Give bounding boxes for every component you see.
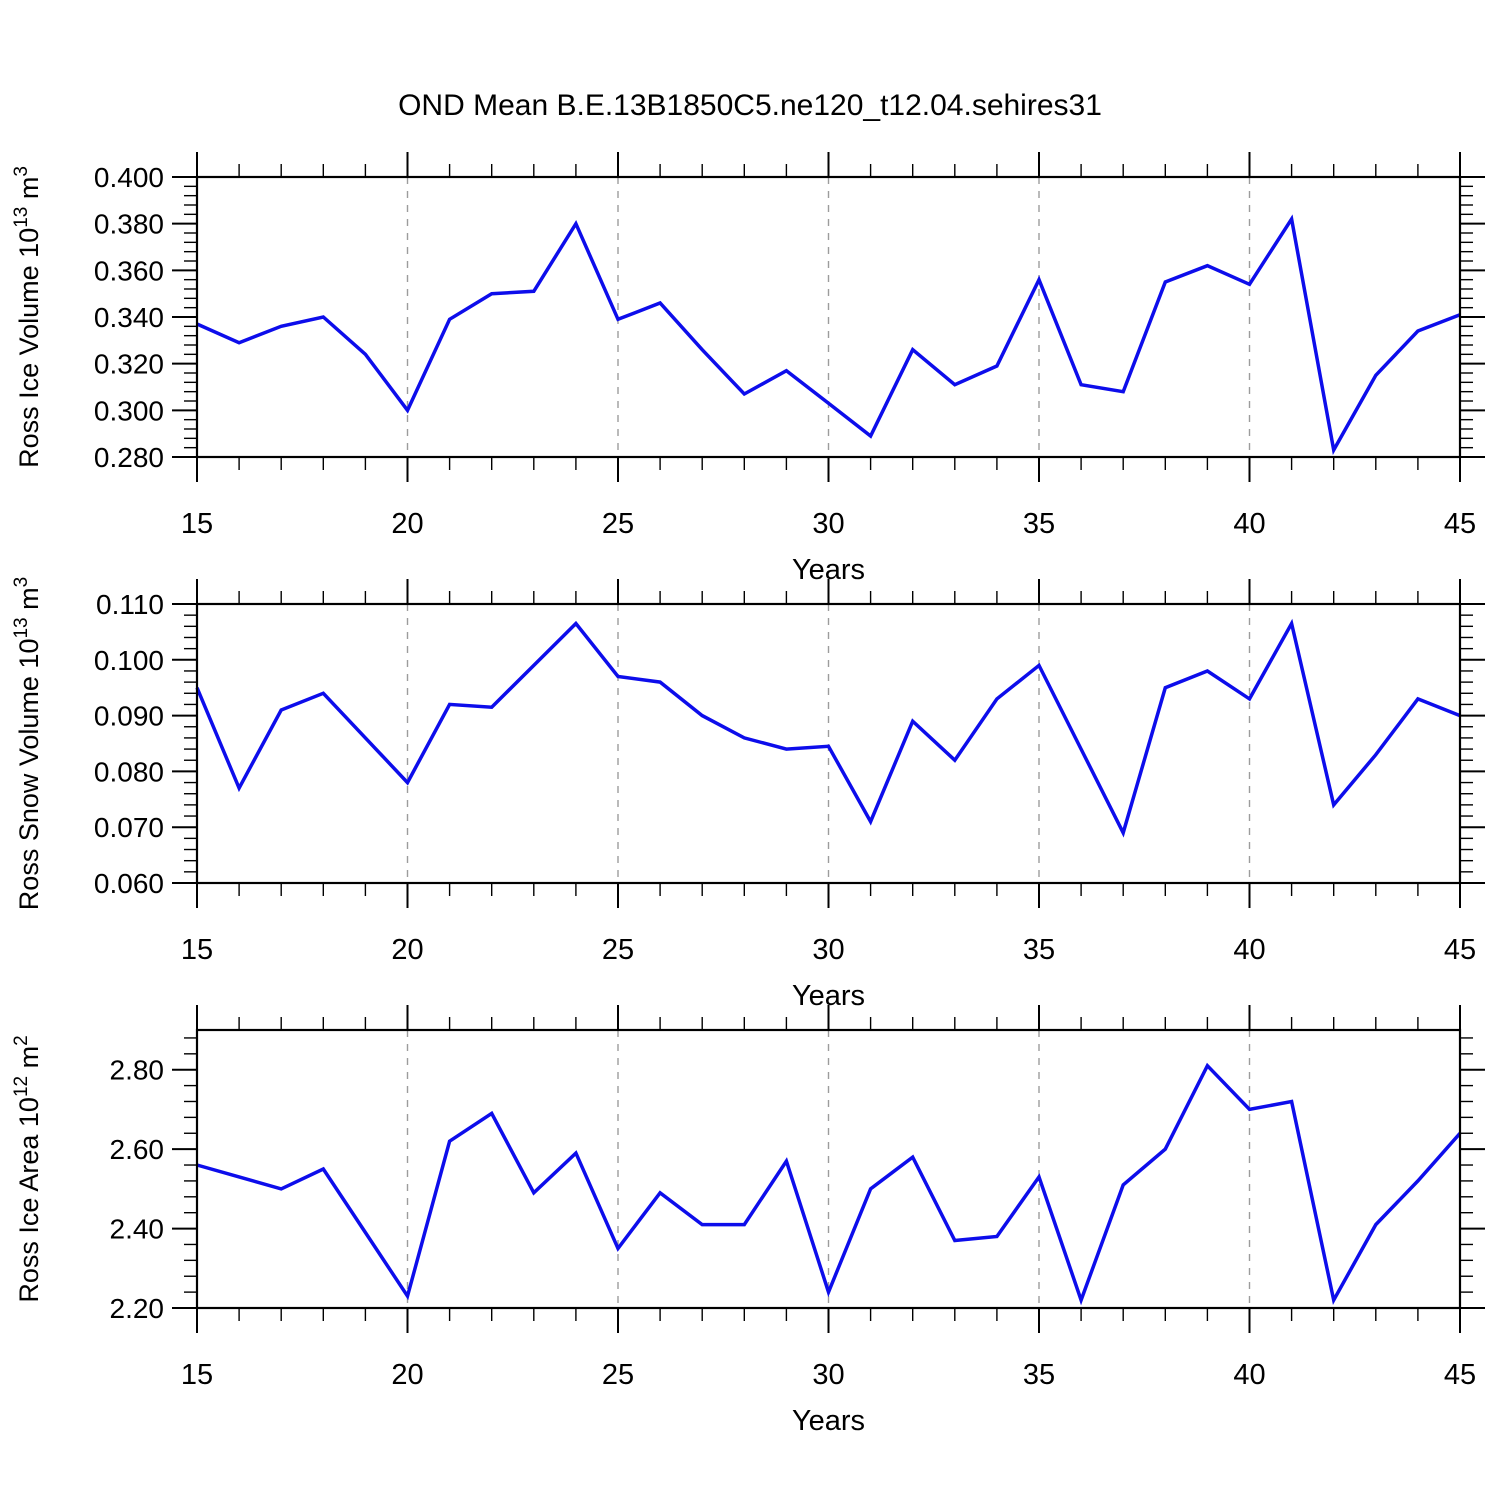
y-tick-label: 2.80 [110, 1055, 165, 1086]
y-axis-title: Ross Snow Volume 1013 m3 [11, 577, 44, 910]
x-tick-label: 45 [1444, 508, 1476, 540]
x-tick-label: 25 [602, 1359, 634, 1391]
x-tick-label: 15 [181, 1359, 213, 1391]
x-tick-label: 20 [391, 1359, 423, 1391]
x-tick-label: 40 [1233, 934, 1265, 966]
chart-2: 0.060 0.070 0.080 0.090 0.100 0.110 15 20 25 30 35… [11, 577, 1485, 1012]
y-axis-title: Ross Ice Area 1012 m2 [11, 1035, 44, 1302]
y-tick-label: 0.400 [94, 162, 164, 193]
x-tick-label: 25 [602, 508, 634, 540]
y-tick-label: 0.070 [94, 812, 164, 843]
y-tick-label: 0.320 [94, 349, 164, 380]
data-line [196, 214, 1461, 456]
chart-1: 0.280 0.300 0.320 0.340 0.360 0.380 0.400 15 20 2… [11, 152, 1485, 586]
y-tick-label: 2.40 [110, 1214, 165, 1245]
x-tick-label: 40 [1233, 508, 1265, 540]
y-tick-label: 0.110 [96, 589, 164, 620]
y-tick-label: 0.380 [94, 209, 164, 240]
y-tick-label: 0.280 [94, 442, 164, 473]
x-tick-label: 20 [391, 508, 423, 540]
x-tick-label: 30 [812, 934, 844, 966]
x-tick-label: 15 [181, 934, 213, 966]
plot-frame [195, 1028, 1462, 1310]
y-tick-label: 2.20 [110, 1293, 165, 1324]
data-line [196, 1062, 1462, 1306]
x-tick-label: 45 [1444, 934, 1476, 966]
x-tick-label: 20 [391, 934, 423, 966]
plot-frame [195, 175, 1462, 459]
chart-3: 2.20 2.40 2.60 2.80 15 20 25 30 35 40 45 Years Ross … [11, 1005, 1485, 1437]
y-tick-label: 0.360 [94, 255, 164, 286]
x-tick-label: 15 [181, 508, 213, 540]
x-tick-label: 35 [1023, 508, 1055, 540]
y-axis-title: Ross Ice Volume 1013 m3 [11, 166, 44, 468]
x-tick-label: 35 [1023, 1359, 1055, 1391]
data-line [195, 618, 1461, 838]
y-tick-label: 0.080 [94, 756, 164, 787]
y-tick-label: 0.300 [94, 395, 164, 426]
plot-frame [195, 602, 1462, 885]
y-tick-label: 0.060 [94, 868, 164, 899]
x-tick-label: 40 [1233, 1359, 1265, 1391]
x-axis-title: Years [792, 1405, 865, 1437]
x-tick-label: 35 [1023, 934, 1055, 966]
figure-title: OND Mean B.E.13B1850C5.ne120_t12.04.sehi… [398, 89, 1102, 122]
x-tick-label: 25 [602, 934, 634, 966]
x-tick-label: 45 [1444, 1359, 1476, 1391]
y-tick-label: 0.340 [94, 302, 164, 333]
y-tick-label: 0.090 [94, 701, 164, 732]
x-tick-label: 30 [812, 1359, 844, 1391]
y-tick-label: 0.100 [94, 645, 164, 676]
x-tick-label: 30 [812, 508, 844, 540]
y-tick-label: 2.60 [110, 1134, 165, 1165]
